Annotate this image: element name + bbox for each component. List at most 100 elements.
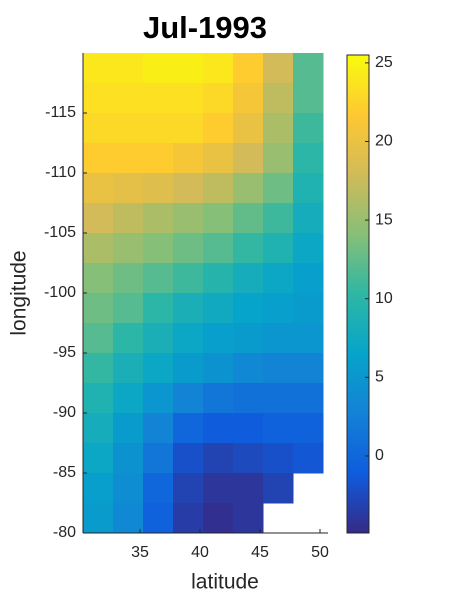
heat-cell <box>263 53 294 84</box>
heat-cell <box>143 503 174 534</box>
y-tick-label: -85 <box>53 464 76 481</box>
heat-cell <box>293 203 324 234</box>
heat-cell <box>233 473 264 504</box>
heat-cell <box>203 83 234 114</box>
heat-cell <box>113 473 144 504</box>
heat-cell <box>83 263 114 294</box>
heat-cell <box>203 263 234 294</box>
heat-cell <box>113 53 144 84</box>
heat-cell <box>83 233 114 264</box>
heat-cell <box>113 203 144 234</box>
heat-cell <box>143 383 174 414</box>
heat-cell <box>113 173 144 204</box>
y-tick-label: -105 <box>44 224 76 241</box>
heat-cell <box>263 233 294 264</box>
heat-cell <box>233 143 264 174</box>
heat-cell <box>233 83 264 114</box>
heat-cell <box>173 413 204 444</box>
heat-cell <box>233 53 264 84</box>
heat-cell <box>233 413 264 444</box>
heat-cell <box>113 503 144 534</box>
heat-cell <box>263 173 294 204</box>
heat-cell <box>113 383 144 414</box>
x-tick-label: 45 <box>251 544 269 561</box>
heat-cell <box>233 383 264 414</box>
heat-cell <box>83 443 114 474</box>
heat-cell <box>83 203 114 234</box>
heat-cell <box>143 113 174 144</box>
heat-cell <box>173 293 204 324</box>
heat-cell <box>263 383 294 414</box>
heat-cell <box>173 443 204 474</box>
heat-cell <box>143 353 174 384</box>
heat-cell <box>263 113 294 144</box>
heat-cell <box>293 413 324 444</box>
heat-cell <box>293 83 324 114</box>
heat-cell <box>83 83 114 114</box>
heat-cell <box>83 353 114 384</box>
heat-cell <box>173 113 204 144</box>
heat-cell <box>173 323 204 354</box>
heat-cell <box>173 173 204 204</box>
x-tick-label: 50 <box>311 544 329 561</box>
heat-cell <box>203 143 234 174</box>
heat-cell <box>263 83 294 114</box>
heat-cell <box>203 383 234 414</box>
heat-cell <box>143 263 174 294</box>
heat-cell <box>263 143 294 174</box>
chart-title: Jul-1993 <box>143 10 267 45</box>
heat-cell <box>83 383 114 414</box>
heat-cell <box>173 83 204 114</box>
heat-cell <box>113 233 144 264</box>
heat-cell <box>173 473 204 504</box>
heat-cell <box>263 293 294 324</box>
heat-cell <box>113 143 144 174</box>
y-tick-label: -110 <box>45 164 76 181</box>
x-axis-label: latitude <box>191 571 259 594</box>
heat-cell <box>143 143 174 174</box>
heat-cell <box>203 293 234 324</box>
heat-cell <box>233 323 264 354</box>
y-tick-label: -80 <box>53 524 76 541</box>
heat-cell <box>143 293 174 324</box>
heat-cell <box>143 443 174 474</box>
heat-cell <box>173 143 204 174</box>
y-tick-label: -90 <box>53 404 76 421</box>
heat-cell <box>83 473 114 504</box>
colorbar-tick-label: 5 <box>375 369 384 386</box>
heat-cell <box>293 143 324 174</box>
heat-cell <box>113 293 144 324</box>
heat-cell <box>173 53 204 84</box>
y-tick-label: -115 <box>45 104 76 121</box>
heat-cell <box>293 233 324 264</box>
heat-cell <box>203 113 234 144</box>
heat-cell <box>263 443 294 474</box>
heat-cell <box>263 323 294 354</box>
heat-cell <box>203 503 234 534</box>
heat-cell <box>233 293 264 324</box>
heat-cell <box>203 173 234 204</box>
heat-cell <box>233 203 264 234</box>
heat-cell <box>203 203 234 234</box>
heat-cell <box>143 473 174 504</box>
colorbar-tick-label: 0 <box>375 447 384 464</box>
heat-cell <box>203 353 234 384</box>
heat-cell <box>83 293 114 324</box>
heat-cell <box>173 503 204 534</box>
heat-cell <box>143 203 174 234</box>
heat-cell <box>113 443 144 474</box>
heat-cell <box>113 113 144 144</box>
heat-cell <box>83 173 114 204</box>
heat-cell <box>233 113 264 144</box>
heat-cell <box>203 233 234 264</box>
heat-cell <box>143 323 174 354</box>
colorbar <box>346 54 370 534</box>
heat-cell <box>83 113 114 144</box>
colorbar-tick-label: 10 <box>375 290 393 307</box>
heat-cell <box>293 323 324 354</box>
x-tick-label: 40 <box>191 544 209 561</box>
heat-cell <box>173 233 204 264</box>
heat-cell <box>83 53 114 84</box>
heat-cell <box>203 413 234 444</box>
